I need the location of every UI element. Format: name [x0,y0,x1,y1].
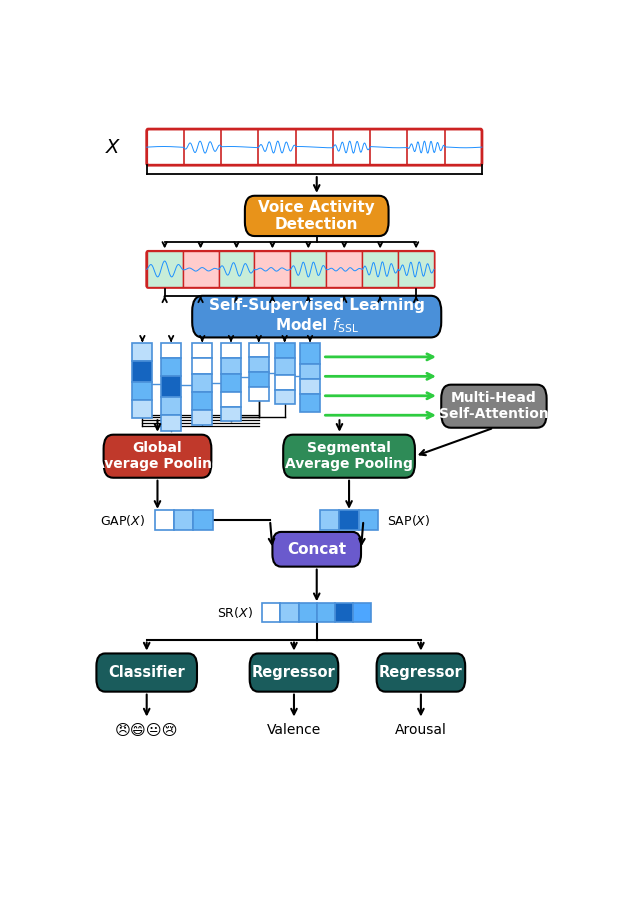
Bar [161,397,181,415]
FancyBboxPatch shape [192,296,441,337]
Bar [161,343,181,358]
Text: Regressor: Regressor [379,665,463,680]
Bar [274,391,295,404]
FancyBboxPatch shape [245,196,389,236]
Bar [192,391,213,410]
Bar [192,410,213,425]
FancyBboxPatch shape [273,532,361,566]
Bar [161,358,181,376]
Bar [274,375,295,391]
Bar [221,373,241,391]
Text: Multi-Head
Self-Attention: Multi-Head Self-Attention [439,391,549,421]
FancyBboxPatch shape [146,129,482,165]
Bar [146,252,183,288]
Text: Regressor: Regressor [252,665,336,680]
Text: $X$: $X$ [105,138,122,157]
Bar [192,343,213,358]
Bar [290,252,326,288]
Bar [193,511,213,529]
FancyBboxPatch shape [441,384,547,428]
FancyBboxPatch shape [250,653,338,692]
Bar [221,407,241,421]
Text: Segmental
Average Pooling: Segmental Average Pooling [285,441,413,472]
Bar [221,358,241,373]
Text: GAP$(X)$: GAP$(X)$ [101,512,145,528]
Bar [161,415,181,430]
Bar [155,511,174,529]
Text: Concat: Concat [287,542,346,557]
Bar [183,252,219,288]
Bar [320,511,339,529]
Bar [132,343,153,361]
Bar [248,388,269,401]
Bar [274,343,295,358]
Bar [255,252,290,288]
Bar [358,511,378,529]
FancyBboxPatch shape [96,653,197,692]
Bar [339,511,358,529]
Text: SAP$(X)$: SAP$(X)$ [387,512,431,528]
Bar [248,343,269,357]
Bar [298,603,317,622]
Bar [132,361,153,382]
Text: Voice Activity
Detection: Voice Activity Detection [258,199,375,232]
Bar [132,400,153,418]
Bar [174,511,193,529]
Text: SR$(X)$: SR$(X)$ [217,605,253,620]
Bar [326,252,362,288]
Bar [248,373,269,388]
Bar [398,252,434,288]
Bar [362,252,398,288]
Text: Arousal: Arousal [395,723,447,737]
Bar [317,603,335,622]
Bar [192,358,213,373]
Text: Global
Average Pooling: Global Average Pooling [93,441,221,472]
Bar [219,252,255,288]
Bar [161,376,181,397]
FancyBboxPatch shape [104,435,211,478]
Bar [248,357,269,373]
Bar [192,373,213,391]
Text: 😠😄😐😢: 😠😄😐😢 [115,723,179,738]
Bar [353,603,371,622]
Bar [335,603,353,622]
Bar [281,603,298,622]
Bar [221,391,241,407]
Bar [300,364,320,379]
Bar [274,358,295,375]
Bar [221,343,241,358]
Bar [300,379,320,394]
FancyBboxPatch shape [146,252,434,288]
Text: Classifier: Classifier [108,665,185,680]
Text: Self-Supervised Learning
Model $f_{\mathrm{SSL}}$: Self-Supervised Learning Model $f_{\math… [209,299,425,335]
Bar [262,603,281,622]
FancyBboxPatch shape [376,653,465,692]
Bar [300,343,320,364]
FancyBboxPatch shape [283,435,415,478]
Bar [300,394,320,412]
Bar [132,382,153,400]
Text: Valence: Valence [267,723,321,737]
